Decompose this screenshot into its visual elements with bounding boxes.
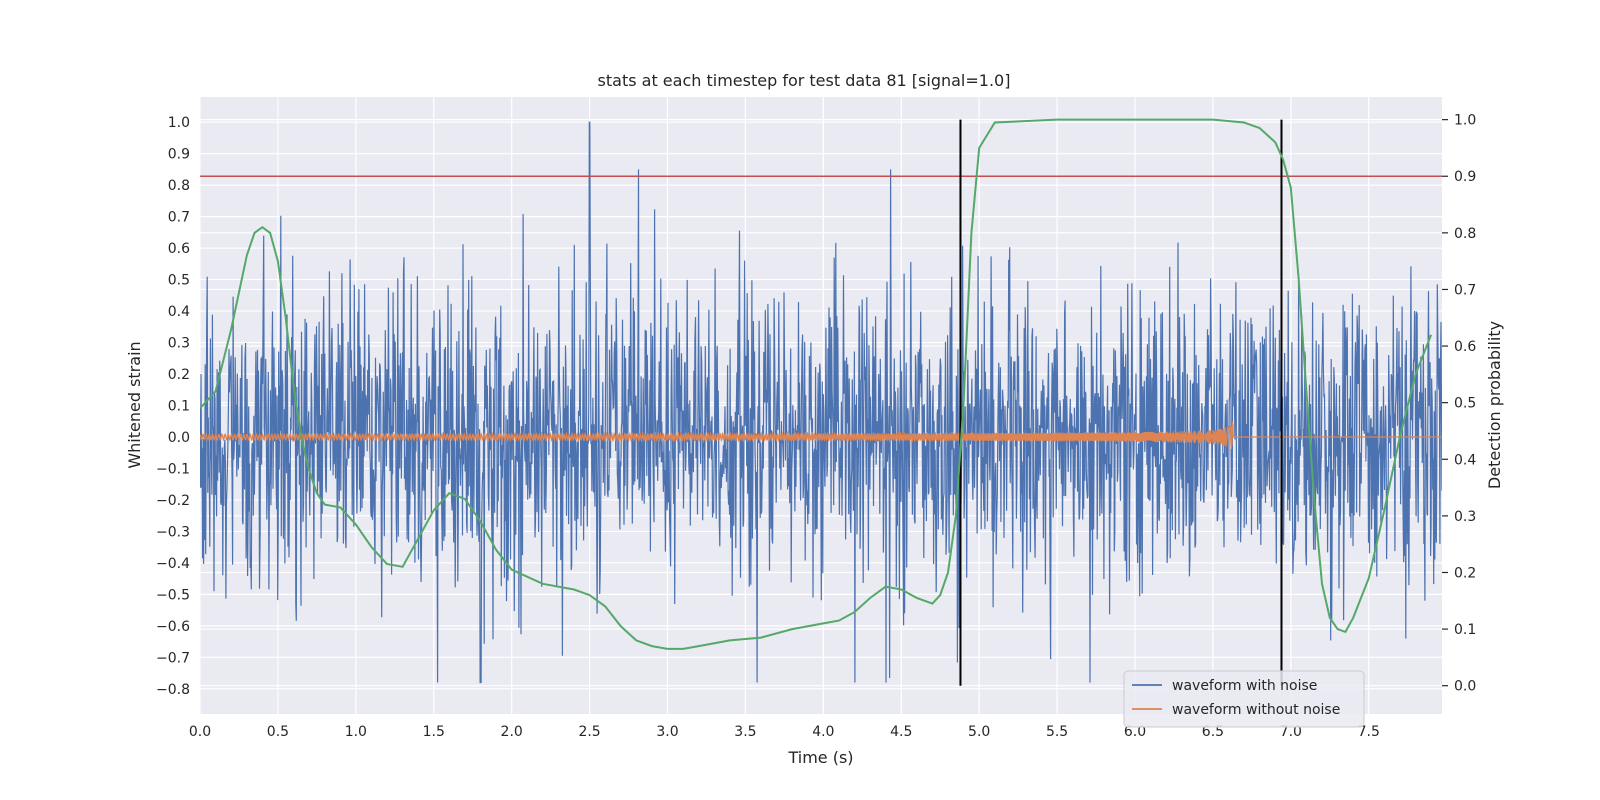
y-tick-label: 0.6 bbox=[168, 241, 190, 257]
x-tick-label: 6.5 bbox=[1202, 724, 1224, 740]
y2-tick-label: 0.1 bbox=[1454, 622, 1476, 638]
x-tick-label: 1.5 bbox=[423, 724, 445, 740]
x-tick-labels: 0.0 0.5 1.0 1.5 2.0 2.5 3.0 3.5 4.0 4.5 5.0 5.5 6.0 6… bbox=[189, 724, 1380, 740]
y-tick-label: 0.3 bbox=[168, 336, 190, 352]
x-axis-label: Time (s) bbox=[787, 748, 853, 767]
y-tick-label: 0.2 bbox=[168, 367, 190, 383]
x-tick-label: 0.0 bbox=[189, 724, 211, 740]
y2-tick-label: 0.0 bbox=[1454, 679, 1476, 695]
x-tick-label: 2.0 bbox=[501, 724, 523, 740]
x-tick-label: 1.0 bbox=[345, 724, 367, 740]
y-tick-label: −0.6 bbox=[156, 619, 190, 635]
y-tick-labels: 1.0 0.9 0.8 0.7 0.6 0.5 0.4 0.3 0.2 0.1 0.0 −0.1 −0.… bbox=[156, 115, 190, 698]
y-tick-label: 0.9 bbox=[168, 147, 190, 163]
x-tick-label: 5.0 bbox=[968, 724, 990, 740]
y-tick-label: 0.4 bbox=[168, 304, 190, 320]
y-tick-label: −0.5 bbox=[156, 587, 190, 603]
legend: waveform with noise waveform without noi… bbox=[1123, 670, 1365, 728]
y-tick-label: −0.1 bbox=[156, 461, 190, 477]
y-tick-label: −0.7 bbox=[156, 650, 190, 666]
y-tick-label: 0.1 bbox=[168, 399, 190, 415]
y2-tick-label: 0.3 bbox=[1454, 509, 1476, 525]
series-line-waveform-with-noise bbox=[200, 121, 1442, 684]
y2-tick-label: 0.9 bbox=[1454, 169, 1476, 185]
legend-box bbox=[1123, 670, 1365, 728]
y-tick-label: 0.0 bbox=[168, 430, 190, 446]
y-tick-label: −0.4 bbox=[156, 556, 190, 572]
y2-tick-label: 0.7 bbox=[1454, 282, 1476, 298]
y-tick-label: −0.3 bbox=[156, 524, 190, 540]
legend-label-waveform-without-noise: waveform without noise bbox=[1172, 702, 1340, 718]
y2-tick-labels: 1.0 0.9 0.8 0.7 0.6 0.5 0.4 0.3 0.2 0.1 0.0 bbox=[1442, 113, 1476, 695]
chart-title: stats at each timestep for test data 81 … bbox=[598, 71, 1011, 90]
x-tick-label: 3.0 bbox=[656, 724, 678, 740]
y-tick-label: 0.7 bbox=[168, 210, 190, 226]
y-tick-label: −0.2 bbox=[156, 493, 190, 509]
y-tick-label: 0.8 bbox=[168, 178, 190, 194]
x-tick-label: 2.5 bbox=[578, 724, 600, 740]
legend-label-waveform-with-noise: waveform with noise bbox=[1172, 678, 1317, 694]
y-tick-label: 1.0 bbox=[168, 115, 190, 131]
y2-tick-label: 0.5 bbox=[1454, 396, 1476, 412]
x-tick-label: 5.5 bbox=[1046, 724, 1068, 740]
y2-tick-label: 0.2 bbox=[1454, 565, 1476, 581]
x-tick-label: 0.5 bbox=[267, 724, 289, 740]
series-line-detection-probability bbox=[200, 118, 1433, 650]
y-tick-label: 0.5 bbox=[168, 273, 190, 289]
y2-axis-label: Detection probability bbox=[1485, 321, 1504, 489]
series-line-waveform-without-noise bbox=[200, 421, 1442, 449]
x-tick-label: 3.5 bbox=[734, 724, 756, 740]
y2-tick-label: 0.6 bbox=[1454, 339, 1476, 355]
y2-tick-label: 0.4 bbox=[1454, 452, 1476, 468]
x-tick-label: 6.0 bbox=[1124, 724, 1146, 740]
y2-tick-label: 0.8 bbox=[1454, 226, 1476, 242]
y-tick-label: −0.8 bbox=[156, 682, 190, 698]
y-axis-label: Whitened strain bbox=[125, 341, 144, 468]
x-tick-label: 7.5 bbox=[1358, 724, 1380, 740]
x-tick-label: 4.5 bbox=[890, 724, 912, 740]
y2-tick-label: 1.0 bbox=[1454, 113, 1476, 129]
x-tick-label: 7.0 bbox=[1280, 724, 1302, 740]
x-tick-label: 4.0 bbox=[812, 724, 834, 740]
